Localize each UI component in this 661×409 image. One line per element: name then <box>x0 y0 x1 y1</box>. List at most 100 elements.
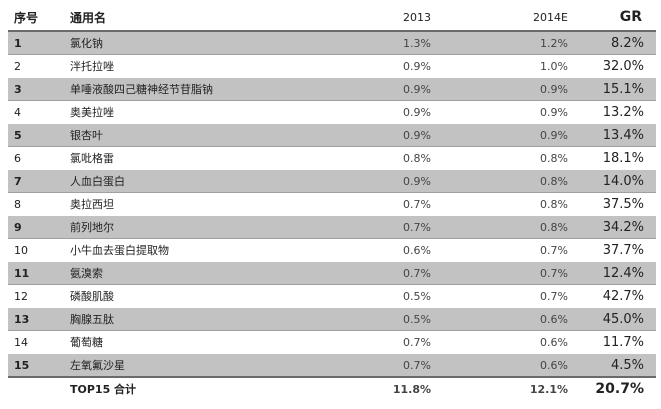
row-share-2014e: 0.9% <box>434 123 568 147</box>
row-growth: 45.0% <box>568 307 656 331</box>
total-index-blank <box>8 376 66 401</box>
row-index: 10 <box>8 238 66 262</box>
row-share-2014e: 0.8% <box>434 169 568 193</box>
row-growth: 11.7% <box>568 330 656 354</box>
row-index: 11 <box>8 261 66 285</box>
row-share-2013: 0.5% <box>338 284 434 308</box>
row-share-2013: 1.3% <box>338 31 434 55</box>
row-index: 2 <box>8 54 66 78</box>
row-share-2014e: 0.6% <box>434 330 568 354</box>
row-index: 13 <box>8 307 66 331</box>
row-share-2014e: 1.2% <box>434 31 568 55</box>
row-drug-name: 银杏叶 <box>66 123 338 147</box>
row-drug-name: 磷酸肌酸 <box>66 284 338 308</box>
row-growth: 37.7% <box>568 238 656 262</box>
row-drug-name: 泮托拉唑 <box>66 54 338 78</box>
row-index: 8 <box>8 192 66 216</box>
total-growth: 20.7% <box>568 376 656 401</box>
row-drug-name: 胸腺五肽 <box>66 307 338 331</box>
row-share-2013: 0.8% <box>338 146 434 170</box>
row-share-2013: 0.7% <box>338 261 434 285</box>
row-drug-name: 单唾液酸四己糖神经节苷脂钠 <box>66 77 338 101</box>
row-growth: 8.2% <box>568 31 656 55</box>
row-share-2013: 0.9% <box>338 123 434 147</box>
row-share-2014e: 0.7% <box>434 238 568 262</box>
row-share-2014e: 0.9% <box>434 100 568 124</box>
row-index: 9 <box>8 215 66 239</box>
drug-share-table: 序号 通用名 2013 2014E GR 1 氯化钠 1.3% 1.2% 8.2… <box>8 4 656 401</box>
row-index: 5 <box>8 123 66 147</box>
header-name: 通用名 <box>66 4 338 32</box>
row-share-2014e: 0.6% <box>434 353 568 378</box>
row-share-2013: 0.5% <box>338 307 434 331</box>
row-share-2014e: 0.9% <box>434 77 568 101</box>
row-share-2013: 0.9% <box>338 54 434 78</box>
row-index: 14 <box>8 330 66 354</box>
table-row: 2 泮托拉唑 0.9% 1.0% 32.0% <box>8 54 656 78</box>
table-row: 1 氯化钠 1.3% 1.2% 8.2% <box>8 31 656 55</box>
table-row: 7 人血白蛋白 0.9% 0.8% 14.0% <box>8 169 656 193</box>
table-row: 6 氯吡格雷 0.8% 0.8% 18.1% <box>8 146 656 170</box>
row-share-2013: 0.7% <box>338 330 434 354</box>
table-row: 3 单唾液酸四己糖神经节苷脂钠 0.9% 0.9% 15.1% <box>8 77 656 101</box>
table-row: 12 磷酸肌酸 0.5% 0.7% 42.7% <box>8 284 656 308</box>
table-row: 15 左氧氟沙星 0.7% 0.6% 4.5% <box>8 353 656 378</box>
table-body: 1 氯化钠 1.3% 1.2% 8.2% 2 泮托拉唑 0.9% 1.0% 32… <box>8 31 656 401</box>
row-growth: 37.5% <box>568 192 656 216</box>
row-share-2014e: 0.8% <box>434 146 568 170</box>
table-row: 10 小牛血去蛋白提取物 0.6% 0.7% 37.7% <box>8 238 656 262</box>
row-growth: 4.5% <box>568 353 656 378</box>
row-drug-name: 奥拉西坦 <box>66 192 338 216</box>
header-year-2013: 2013 <box>338 4 434 32</box>
row-share-2013: 0.7% <box>338 215 434 239</box>
drug-share-table-container: 序号 通用名 2013 2014E GR 1 氯化钠 1.3% 1.2% 8.2… <box>8 4 656 401</box>
header-year-2014e: 2014E <box>434 4 568 32</box>
table-row: 14 葡萄糖 0.7% 0.6% 11.7% <box>8 330 656 354</box>
row-share-2014e: 0.8% <box>434 215 568 239</box>
total-share-2013: 11.8% <box>338 376 434 401</box>
row-index: 7 <box>8 169 66 193</box>
row-growth: 42.7% <box>568 284 656 308</box>
row-index: 12 <box>8 284 66 308</box>
row-drug-name: 葡萄糖 <box>66 330 338 354</box>
table-row: 8 奥拉西坦 0.7% 0.8% 37.5% <box>8 192 656 216</box>
row-growth: 34.2% <box>568 215 656 239</box>
total-share-2014e: 12.1% <box>434 376 568 401</box>
table-row: 11 氨溴索 0.7% 0.7% 12.4% <box>8 261 656 285</box>
total-row: TOP15 合计 11.8% 12.1% 20.7% <box>8 376 656 401</box>
table-row: 4 奥美拉唑 0.9% 0.9% 13.2% <box>8 100 656 124</box>
row-growth: 18.1% <box>568 146 656 170</box>
row-share-2013: 0.7% <box>338 353 434 378</box>
row-growth: 32.0% <box>568 54 656 78</box>
row-share-2013: 0.6% <box>338 238 434 262</box>
total-label: TOP15 合计 <box>66 376 338 401</box>
row-index: 4 <box>8 100 66 124</box>
row-growth: 14.0% <box>568 169 656 193</box>
row-drug-name: 前列地尔 <box>66 215 338 239</box>
row-drug-name: 奥美拉唑 <box>66 100 338 124</box>
header-row: 序号 通用名 2013 2014E GR <box>8 4 656 32</box>
table-row: 13 胸腺五肽 0.5% 0.6% 45.0% <box>8 307 656 331</box>
row-drug-name: 左氧氟沙星 <box>66 353 338 378</box>
row-share-2014e: 0.7% <box>434 284 568 308</box>
table-row: 5 银杏叶 0.9% 0.9% 13.4% <box>8 123 656 147</box>
row-growth: 15.1% <box>568 77 656 101</box>
header-growth: GR <box>568 4 656 32</box>
row-drug-name: 氨溴索 <box>66 261 338 285</box>
row-drug-name: 人血白蛋白 <box>66 169 338 193</box>
row-share-2013: 0.9% <box>338 77 434 101</box>
table-row: 9 前列地尔 0.7% 0.8% 34.2% <box>8 215 656 239</box>
row-share-2014e: 1.0% <box>434 54 568 78</box>
row-share-2013: 0.9% <box>338 169 434 193</box>
row-index: 15 <box>8 353 66 378</box>
row-index: 6 <box>8 146 66 170</box>
row-drug-name: 氯吡格雷 <box>66 146 338 170</box>
row-growth: 12.4% <box>568 261 656 285</box>
row-share-2014e: 0.6% <box>434 307 568 331</box>
row-share-2013: 0.9% <box>338 100 434 124</box>
row-growth: 13.2% <box>568 100 656 124</box>
row-growth: 13.4% <box>568 123 656 147</box>
row-share-2013: 0.7% <box>338 192 434 216</box>
row-share-2014e: 0.7% <box>434 261 568 285</box>
header-index: 序号 <box>8 4 66 32</box>
